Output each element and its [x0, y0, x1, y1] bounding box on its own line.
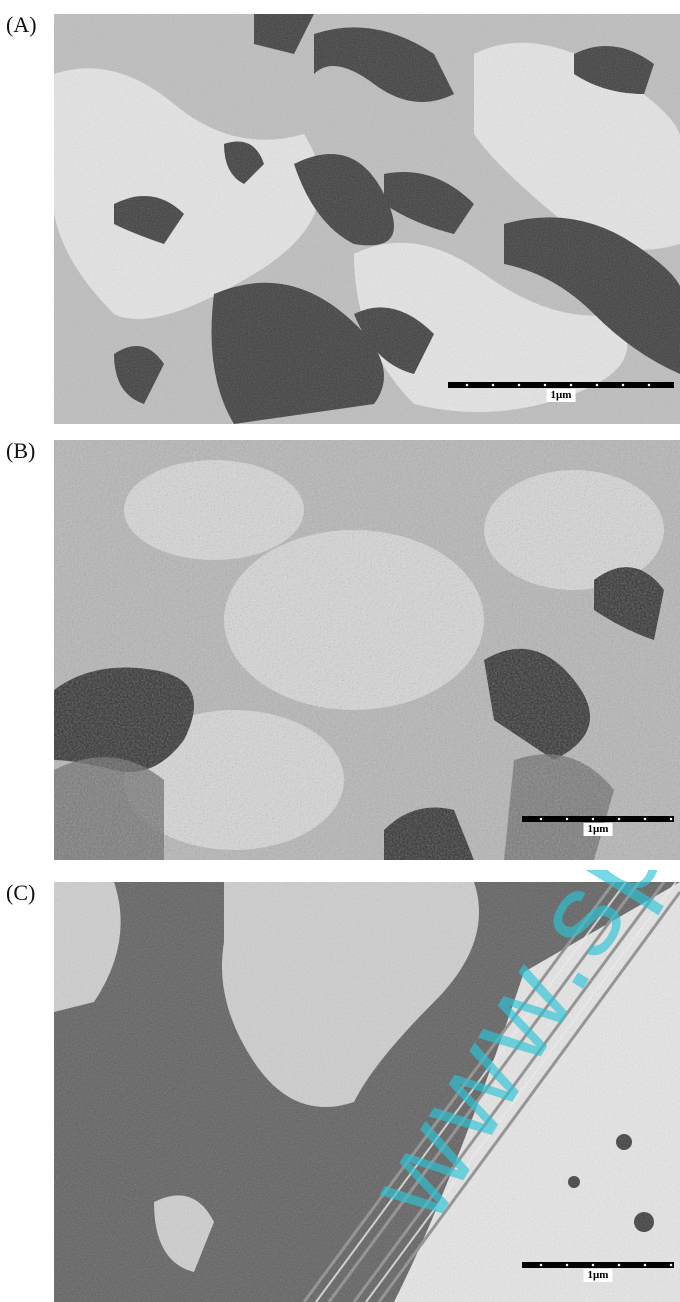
panel-label-a: (A) — [6, 12, 37, 37]
scale-bar-c: 1μm — [522, 1262, 674, 1288]
micrograph-a-image — [54, 14, 680, 424]
scale-bar-a-label: 1μm — [546, 389, 576, 402]
micrograph-b — [54, 440, 680, 860]
scale-bar-b-line — [522, 816, 674, 822]
micrograph-c-image — [54, 882, 680, 1302]
panel-label-c: (C) — [6, 880, 36, 905]
scale-bar-c-label: 1μm — [583, 1269, 613, 1282]
scale-bar-a: 1μm — [448, 382, 674, 408]
micrograph-b-image — [54, 440, 680, 860]
scale-bar-b-label: 1μm — [583, 823, 613, 836]
scale-bar-a-line — [448, 382, 674, 388]
panel-label-b: (B) — [6, 438, 36, 463]
scale-bar-b: 1μm — [522, 816, 674, 842]
micrograph-a — [54, 14, 680, 424]
scale-bar-c-line — [522, 1262, 674, 1268]
micrograph-c — [54, 882, 680, 1302]
